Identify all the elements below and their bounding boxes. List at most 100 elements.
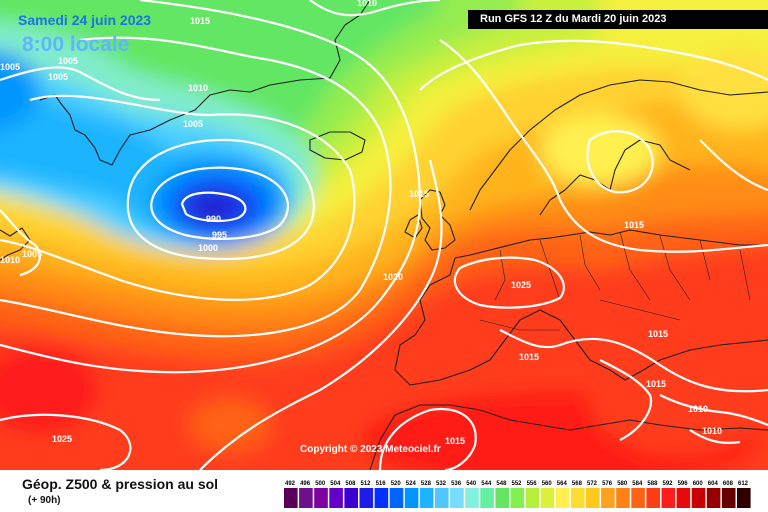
legend-tick-label: 536 — [451, 481, 462, 487]
legend-tick-label: 540 — [466, 481, 477, 487]
scandinavia-coast — [469, 79, 768, 216]
legend-color-swatch — [480, 488, 494, 508]
legend-color-swatch — [646, 488, 660, 508]
legend-tick-label: 524 — [406, 481, 417, 487]
isobars — [0, 0, 768, 470]
isobar-label: 1020 — [383, 272, 403, 282]
isobar-label: 1025 — [52, 434, 72, 444]
isobar-label: 1025 — [511, 280, 531, 290]
legend-color-swatch — [661, 488, 676, 508]
legend-tick-label: 560 — [542, 481, 553, 487]
copyright-notice: Copyright © 2023 Meteociel.fr — [300, 444, 441, 455]
legend-color-swatch — [706, 488, 721, 508]
map-footer: Géop. Z500 & pression au sol (+ 90h) 492… — [0, 470, 768, 512]
legend-color-swatch — [676, 488, 691, 508]
legend-color-swatch — [510, 488, 525, 508]
legend-tick-label: 516 — [376, 481, 387, 487]
isobar-label: 1010 — [188, 83, 208, 93]
iceland-coast — [309, 131, 366, 161]
borders — [479, 231, 751, 331]
isobar-label: 1015 — [519, 352, 539, 362]
legend-tick-label: 600 — [693, 481, 704, 487]
product-title: Géop. Z500 & pression au sol — [22, 476, 219, 492]
continental-coast — [394, 229, 768, 386]
british-isles-coast — [404, 189, 456, 251]
isobar-1005 — [0, 94, 356, 301]
legend-color-swatch — [374, 488, 389, 508]
legend-color-swatch — [359, 488, 374, 508]
legend-color-swatch — [540, 488, 555, 508]
isobar-1010-se — [689, 429, 741, 444]
legend-tick-label: 492 — [285, 481, 296, 487]
isobar-990 — [180, 191, 247, 223]
isobar-1025 — [453, 256, 565, 309]
isobar-1020-south — [199, 159, 443, 470]
isobar-label: 1015 — [409, 189, 429, 199]
color-scale-legend: 492 496 500 504 508 512 516 520 524 528 532 536 540 5… — [284, 481, 751, 508]
legend-color-swatch — [570, 488, 585, 508]
isobar-label: 1005 — [0, 62, 20, 72]
legend-tick-label: 588 — [647, 481, 658, 487]
isobar-label: 1005 — [22, 249, 42, 259]
legend-tick-label: 608 — [723, 481, 734, 487]
legend-color-swatch — [555, 488, 570, 508]
legend-tick-label: 532 — [436, 481, 447, 487]
isobar-1000 — [126, 138, 315, 261]
forecast-local-time: 8:00 locale — [22, 33, 130, 56]
legend-tick-label: 576 — [602, 481, 613, 487]
run-info-banner: Run GFS 12 Z du Mardi 20 juin 2023 — [468, 10, 768, 29]
isobar-label: 990 — [206, 214, 221, 224]
legend-tick-label: 504 — [330, 481, 341, 487]
greenland-coast — [39, 0, 371, 166]
forecast-date: Samedi 24 juin 2023 — [18, 12, 152, 28]
legend-color-swatch — [465, 488, 479, 508]
legend-tick-label: 612 — [738, 481, 749, 487]
legend-tick-label: 520 — [391, 481, 402, 487]
isobar-label: 1015 — [190, 16, 210, 26]
legend-color-swatch — [586, 488, 600, 508]
isobar-label: 995 — [212, 230, 227, 240]
legend-color-swatch — [314, 488, 328, 508]
isobar-label: 1015 — [445, 436, 465, 446]
forecast-map: 1015 1010 1005 1010 1005 1005 1005 1010 … — [0, 0, 768, 470]
legend-tick-label: 572 — [587, 481, 598, 487]
isobar-label: 1005 — [58, 56, 78, 66]
legend-tick-label: 592 — [663, 481, 674, 487]
isobar-1010-east — [659, 394, 768, 427]
isobar-1015-ne — [699, 139, 768, 192]
africa-coast — [369, 404, 768, 470]
legend-tick-label: 528 — [421, 481, 432, 487]
lead-time: (+ 90h) — [28, 495, 61, 506]
isobar-1010-b — [309, 0, 441, 17]
isobar-995 — [150, 166, 290, 240]
legend-color-swatch — [691, 488, 706, 508]
isobar-1010 — [0, 36, 392, 338]
legend-tick-label: 500 — [315, 481, 326, 487]
legend-color-swatch — [737, 488, 751, 508]
legend-color-swatch — [404, 488, 419, 508]
legend-tick-label: 496 — [300, 481, 311, 487]
isobar-labels: 1015 1010 1005 1010 1005 1005 1005 1010 … — [0, 0, 722, 446]
legend-color-swatch — [495, 488, 509, 508]
geopotential-map-svg: 1015 1010 1005 1010 1005 1005 1005 1010 … — [0, 0, 768, 470]
legend-tick-label: 604 — [708, 481, 719, 487]
legend-color-swatch — [329, 488, 343, 508]
legend-tick-label: 584 — [632, 481, 643, 487]
isobar-label: 1010 — [357, 0, 377, 8]
legend-tick-label: 568 — [572, 481, 583, 487]
isobar-label: 1000 — [198, 243, 218, 253]
legend-color-swatch — [389, 488, 404, 508]
legend-color-swatch — [299, 488, 313, 508]
isobar-1015-iberia — [378, 407, 477, 470]
legend-color-swatch — [601, 488, 615, 508]
isobar-label: 1015 — [646, 379, 666, 389]
legend-color-swatch — [616, 488, 630, 508]
legend-color-swatch — [284, 488, 298, 508]
legend-color-swatch — [435, 488, 449, 508]
legend-color-swatch — [721, 488, 736, 508]
legend-color-swatch — [419, 488, 434, 508]
isobar-1020 — [419, 39, 768, 91]
legend-tick-label: 548 — [496, 481, 507, 487]
legend-color-swatch — [344, 488, 358, 508]
